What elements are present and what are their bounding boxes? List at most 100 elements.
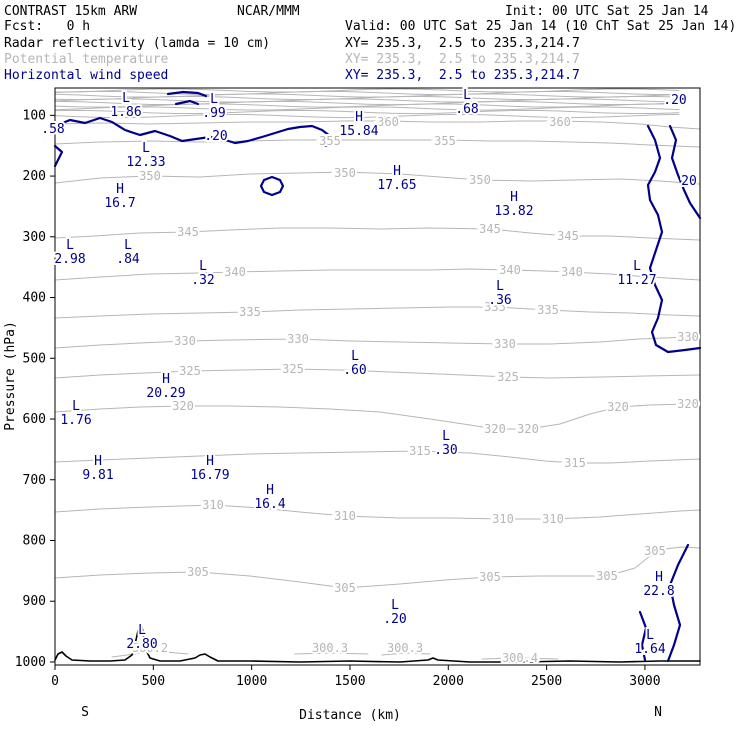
svg-text:300.4: 300.4 (502, 651, 538, 665)
svg-text:S: S (81, 705, 89, 720)
svg-text:L: L (463, 88, 471, 103)
svg-text:800: 800 (23, 533, 46, 548)
field-label-theta: Potential temperature (4, 52, 169, 67)
field-range-reflectivity: XY= 235.3, 2.5 to 235.3,214.7 (345, 36, 580, 51)
svg-text:L: L (199, 259, 207, 274)
svg-text:325: 325 (179, 364, 201, 378)
svg-text:0: 0 (51, 674, 59, 689)
svg-text:L: L (442, 429, 450, 444)
svg-text:1.64: 1.64 (634, 642, 665, 657)
svg-text:13.82: 13.82 (494, 204, 533, 219)
svg-text:L: L (142, 141, 150, 156)
svg-text:L: L (391, 598, 399, 613)
svg-text:350: 350 (469, 173, 491, 187)
svg-text:.60: .60 (343, 363, 366, 378)
svg-text:1500: 1500 (334, 674, 365, 689)
svg-text:1.76: 1.76 (60, 413, 91, 428)
svg-text:.58: .58 (41, 122, 64, 137)
valid-time: Valid: 00 UTC Sat 25 Jan 14 (10 ChT Sat … (345, 19, 737, 34)
svg-text:H: H (510, 190, 518, 205)
svg-text:350: 350 (139, 169, 161, 183)
svg-text:500: 500 (142, 674, 165, 689)
svg-text:2.80: 2.80 (126, 637, 157, 652)
svg-text:N: N (654, 705, 662, 720)
field-label-wind: Horizontal wind speed (4, 68, 169, 83)
svg-text:12.33: 12.33 (126, 155, 165, 170)
svg-text:H: H (655, 570, 663, 585)
svg-text:20: 20 (681, 174, 697, 189)
init-time: Init: 00 UTC Sat 25 Jan 14 (505, 4, 709, 19)
svg-text:17.65: 17.65 (377, 178, 416, 193)
svg-text:340: 340 (224, 265, 246, 279)
svg-text:9.81: 9.81 (82, 468, 113, 483)
svg-text:340: 340 (561, 265, 583, 279)
svg-text:320: 320 (607, 400, 629, 414)
svg-text:400: 400 (23, 291, 46, 306)
svg-text:305: 305 (187, 565, 209, 579)
svg-text:330: 330 (287, 332, 309, 346)
svg-text:1.86: 1.86 (110, 105, 141, 120)
svg-text:700: 700 (23, 473, 46, 488)
svg-text:330: 330 (174, 334, 196, 348)
svg-text:300.3: 300.3 (312, 641, 348, 655)
svg-text:H: H (116, 182, 124, 197)
svg-text:345: 345 (177, 225, 199, 239)
svg-text:300.3: 300.3 (387, 641, 423, 655)
svg-text:320: 320 (172, 399, 194, 413)
svg-text:325: 325 (497, 370, 519, 384)
svg-text:H: H (266, 483, 274, 498)
svg-text:2.98: 2.98 (54, 252, 85, 267)
svg-text:2000: 2000 (433, 674, 464, 689)
svg-text:.99: .99 (202, 106, 225, 121)
field-label-reflectivity: Radar reflectivity (lamda = 10 cm) (4, 36, 271, 51)
svg-text:.32: .32 (191, 273, 214, 288)
svg-text:100: 100 (23, 108, 46, 123)
svg-text:320: 320 (484, 422, 506, 436)
svg-text:16.79: 16.79 (190, 468, 229, 483)
svg-text:22.8: 22.8 (643, 584, 674, 599)
org-title: NCAR/MMM (237, 4, 300, 19)
svg-text:L: L (72, 399, 80, 414)
svg-text:H: H (206, 454, 214, 469)
svg-text:20.29: 20.29 (146, 386, 185, 401)
svg-text:350: 350 (334, 166, 356, 180)
svg-text:Distance (km): Distance (km) (299, 708, 401, 723)
svg-text:345: 345 (479, 222, 501, 236)
svg-text:1000: 1000 (236, 674, 267, 689)
svg-text:335: 335 (239, 305, 261, 319)
svg-text:305: 305 (479, 570, 501, 584)
svg-text:330: 330 (494, 337, 516, 351)
svg-text:305: 305 (644, 544, 666, 558)
svg-text:310: 310 (492, 512, 514, 526)
svg-text:L: L (633, 259, 641, 274)
svg-text:305: 305 (596, 569, 618, 583)
svg-text:330: 330 (677, 330, 699, 344)
svg-text:Pressure (hPa): Pressure (hPa) (3, 321, 18, 431)
svg-text:335: 335 (537, 303, 559, 317)
svg-text:1000: 1000 (15, 655, 46, 670)
fcst-label: Fcst: 0 h (4, 19, 91, 34)
svg-text:2500: 2500 (531, 674, 562, 689)
svg-text:320: 320 (517, 422, 539, 436)
svg-text:345: 345 (557, 229, 579, 243)
svg-text:L: L (646, 628, 654, 643)
svg-text:L: L (122, 91, 130, 106)
svg-text:320: 320 (677, 397, 699, 411)
svg-text:11.27: 11.27 (617, 273, 656, 288)
svg-text:900: 900 (23, 594, 46, 609)
svg-text:355: 355 (434, 134, 456, 148)
svg-text:300: 300 (23, 230, 46, 245)
svg-text:325: 325 (282, 362, 304, 376)
svg-text:.84: .84 (116, 252, 140, 267)
svg-text:3000: 3000 (629, 674, 660, 689)
svg-text:.20: .20 (383, 612, 406, 627)
svg-text:.30: .30 (434, 443, 457, 458)
svg-text:.20: .20 (204, 129, 227, 144)
svg-text:310: 310 (334, 509, 356, 523)
svg-text:16.4: 16.4 (254, 497, 285, 512)
svg-text:360: 360 (377, 115, 399, 129)
svg-text:500: 500 (23, 351, 46, 366)
svg-text:315: 315 (564, 456, 586, 470)
